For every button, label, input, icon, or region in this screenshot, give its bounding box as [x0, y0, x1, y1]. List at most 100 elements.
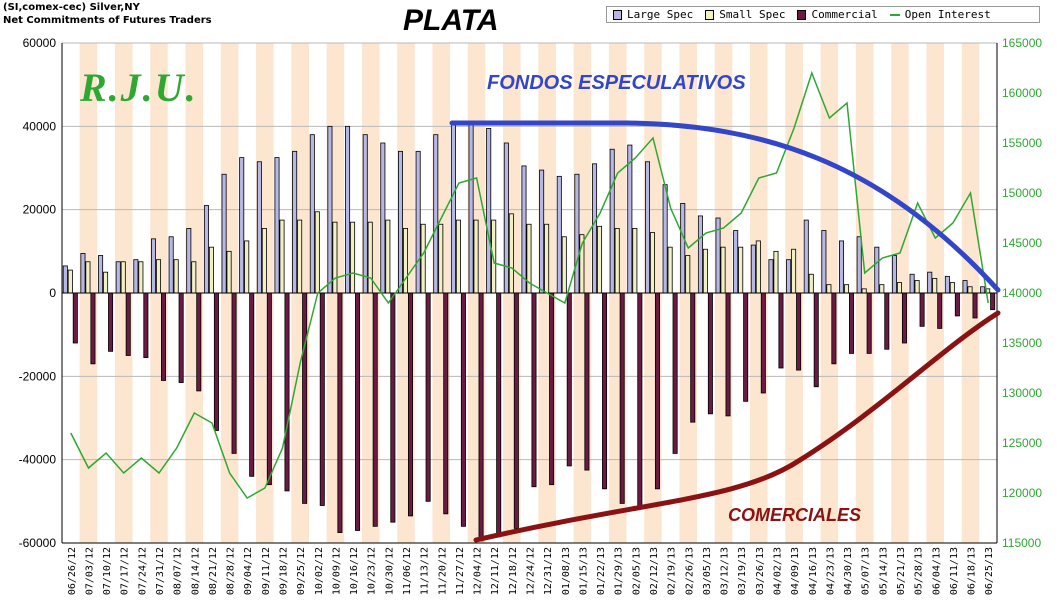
y-right-tick-label: 140000	[1002, 286, 1042, 300]
x-tick-label: 11/06/12	[402, 547, 413, 595]
small-spec-bar	[597, 225, 603, 294]
small-spec-bar	[332, 221, 338, 294]
x-tick-label: 09/11/12	[261, 547, 272, 595]
small-spec-bar	[350, 221, 356, 294]
y-right-tick-label: 115000	[1002, 536, 1041, 550]
large-spec-bar	[927, 271, 933, 294]
large-spec-bar	[168, 236, 174, 294]
large-spec-bar	[539, 169, 545, 294]
x-tick-label: 11/20/12	[437, 547, 448, 595]
y-left-tick-label: 60000	[23, 36, 57, 50]
small-spec-bar	[879, 284, 885, 294]
x-tick-label: 10/30/12	[384, 547, 395, 595]
open-interest-line-icon	[889, 13, 900, 16]
x-tick-label: 07/24/12	[137, 547, 148, 595]
x-tick-label: 10/09/12	[331, 547, 342, 595]
x-tick-label: 04/16/13	[808, 547, 819, 595]
commercial-bar	[355, 292, 361, 531]
commercial-bar	[549, 292, 555, 486]
x-tick-label: 02/19/13	[667, 547, 678, 595]
large-spec-bar	[256, 161, 262, 294]
large-spec-bar	[186, 228, 192, 294]
y-left-tick-label: 0	[49, 286, 56, 300]
commercial-bar	[884, 292, 890, 350]
commercial-bar	[778, 292, 784, 369]
large-spec-bar	[80, 253, 86, 294]
small-spec-bar	[402, 228, 408, 294]
small-spec-bar	[791, 248, 797, 294]
x-tick-label: 05/14/13	[878, 547, 889, 595]
commercial-bar	[866, 292, 872, 354]
large-spec-bar	[309, 134, 315, 294]
x-tick-label: 10/23/12	[367, 547, 378, 595]
commercial-bar	[584, 292, 590, 471]
x-tick-label: 06/11/13	[949, 547, 960, 595]
large-spec-bar	[521, 165, 527, 294]
large-spec-bar	[327, 125, 333, 294]
x-tick-label: 08/21/12	[208, 547, 219, 595]
x-tick-label: 03/12/13	[720, 547, 731, 595]
large-spec-bar	[592, 163, 598, 294]
small-spec-bar	[720, 246, 726, 294]
x-tick-label: 11/27/12	[455, 547, 466, 595]
x-tick-label: 04/30/13	[843, 547, 854, 595]
x-tick-label: 02/12/13	[649, 547, 660, 595]
small-spec-bar	[826, 284, 832, 294]
large-spec-bar	[697, 215, 703, 294]
small-spec-bar	[473, 219, 479, 294]
small-spec-bar	[85, 261, 91, 294]
large-spec-bar	[556, 175, 562, 294]
small-spec-bar	[244, 240, 250, 294]
watermark-logo: R.J.U.	[80, 65, 198, 110]
y-right-tick-label: 160000	[1002, 86, 1042, 100]
large-spec-bar	[662, 184, 668, 294]
commercial-bar	[266, 292, 272, 486]
x-tick-label: 06/04/13	[931, 547, 942, 595]
small-spec-bar	[949, 282, 955, 294]
commercial-bar	[425, 292, 431, 502]
x-tick-label: 08/28/12	[226, 547, 237, 595]
commercial-bar	[196, 292, 202, 392]
large-spec-bar	[944, 275, 950, 294]
large-spec-bar	[397, 150, 403, 294]
large-spec-bar	[345, 125, 351, 294]
commercial-bar	[478, 292, 484, 542]
commercial-bar	[619, 292, 625, 504]
small-spec-bar	[614, 228, 620, 294]
x-tick-label: 09/18/12	[279, 547, 290, 595]
commercial-bar	[125, 292, 131, 356]
y-right-tick-label: 125000	[1002, 436, 1042, 450]
legend-label-open-interest: Open Interest	[904, 8, 991, 21]
commercial-bar	[143, 292, 149, 358]
x-tick-label: 10/16/12	[349, 547, 360, 595]
large-spec-bar	[962, 280, 968, 294]
small-spec-bar	[561, 236, 567, 294]
commercial-bar	[337, 292, 343, 533]
commercial-bar	[602, 292, 608, 490]
large-spec-bar	[750, 244, 756, 294]
x-tick-label: 07/31/12	[155, 547, 166, 595]
x-tick-label: 03/19/13	[737, 547, 748, 595]
small-spec-bar	[544, 223, 550, 294]
commercial-bar	[743, 292, 749, 402]
commercial-bar	[849, 292, 855, 354]
large-spec-bar	[115, 261, 121, 294]
x-tick-label: 09/04/12	[243, 547, 254, 595]
x-tick-label: 02/26/13	[684, 547, 695, 595]
large-spec-bar	[821, 230, 827, 294]
commercial-bar	[796, 292, 802, 371]
x-tick-label: 05/07/13	[861, 547, 872, 595]
small-spec-bar	[261, 228, 267, 294]
large-spec-bar	[874, 246, 880, 294]
legend-item-small-spec: Small Spec	[705, 8, 785, 21]
commercial-bar	[831, 292, 837, 365]
commercial-bar	[231, 292, 237, 454]
small-spec-bar	[685, 255, 691, 294]
large-spec-bar	[503, 142, 509, 294]
x-tick-label: 03/26/13	[755, 547, 766, 595]
small-spec-bar	[314, 211, 320, 294]
commercial-bar	[407, 292, 413, 517]
commercial-bar	[513, 292, 519, 529]
large-spec-bar	[627, 144, 633, 294]
